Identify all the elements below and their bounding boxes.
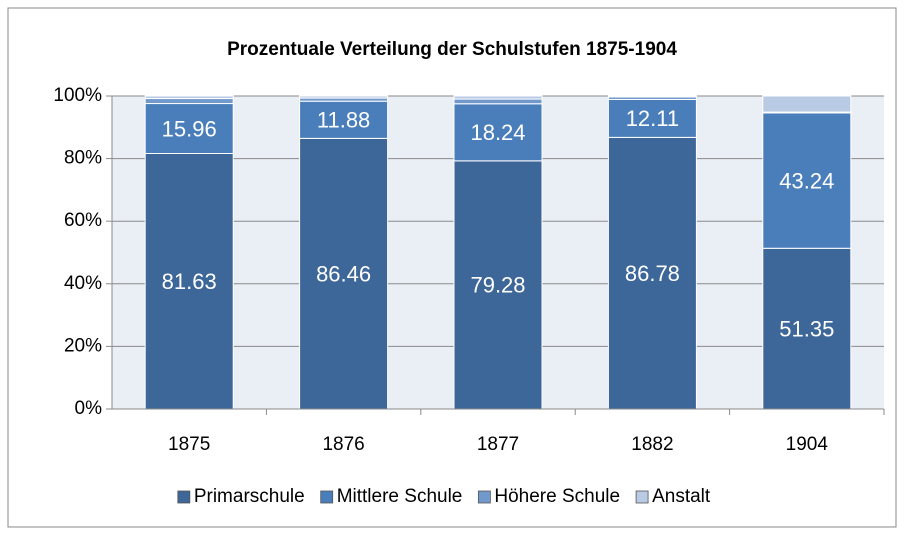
legend-swatch bbox=[320, 490, 334, 504]
bar-segment bbox=[144, 152, 234, 410]
bar-segment bbox=[144, 95, 234, 100]
legend-label: Anstalt bbox=[652, 486, 711, 507]
x-tick-label: 1904 bbox=[786, 434, 829, 455]
x-tick-label: 1875 bbox=[168, 434, 210, 455]
bar-segment bbox=[299, 137, 389, 410]
y-tick-label: 100% bbox=[53, 85, 102, 106]
bar-segment bbox=[299, 100, 389, 139]
bar-segment bbox=[299, 95, 389, 99]
x-tick-label: 1882 bbox=[631, 434, 673, 455]
legend-swatch bbox=[177, 490, 191, 504]
data-label: 11.88 bbox=[317, 108, 370, 133]
y-tick-label: 40% bbox=[64, 273, 102, 294]
bar-segment bbox=[453, 160, 543, 410]
bar-segment bbox=[762, 112, 852, 249]
bar-segment bbox=[762, 247, 852, 410]
data-label: 18.24 bbox=[470, 120, 525, 145]
legend-label: Mittlere Schule bbox=[337, 486, 463, 507]
data-label: 86.78 bbox=[625, 261, 680, 286]
data-label: 51.35 bbox=[779, 316, 834, 341]
legend-label: Höhere Schule bbox=[494, 486, 620, 507]
bar-segment bbox=[144, 103, 234, 154]
y-tick-label: 80% bbox=[64, 148, 102, 169]
y-tick-label: 20% bbox=[64, 335, 102, 356]
data-label: 79.28 bbox=[470, 273, 525, 298]
y-tick-label: 0% bbox=[75, 398, 103, 419]
chart-title: Prozentuale Verteilung der Schulstufen 1… bbox=[227, 39, 677, 60]
x-tick-label: 1877 bbox=[477, 434, 519, 455]
legend-swatch bbox=[635, 490, 649, 504]
bar-segment bbox=[607, 136, 697, 410]
legend-swatch bbox=[477, 490, 491, 504]
data-label: 81.63 bbox=[162, 269, 217, 294]
bar-segment bbox=[453, 95, 543, 100]
bar-segment bbox=[453, 98, 543, 105]
bar-segment bbox=[607, 95, 697, 98]
x-tick-label: 1876 bbox=[322, 434, 364, 455]
data-label: 15.96 bbox=[162, 116, 217, 141]
bar-segment bbox=[144, 98, 234, 105]
data-label: 12.11 bbox=[626, 106, 679, 131]
bar-segment bbox=[762, 95, 852, 113]
data-label: 43.24 bbox=[779, 168, 834, 193]
y-tick-label: 60% bbox=[64, 210, 102, 231]
legend-label: Primarschule bbox=[194, 486, 305, 507]
data-label: 86.46 bbox=[316, 262, 371, 287]
